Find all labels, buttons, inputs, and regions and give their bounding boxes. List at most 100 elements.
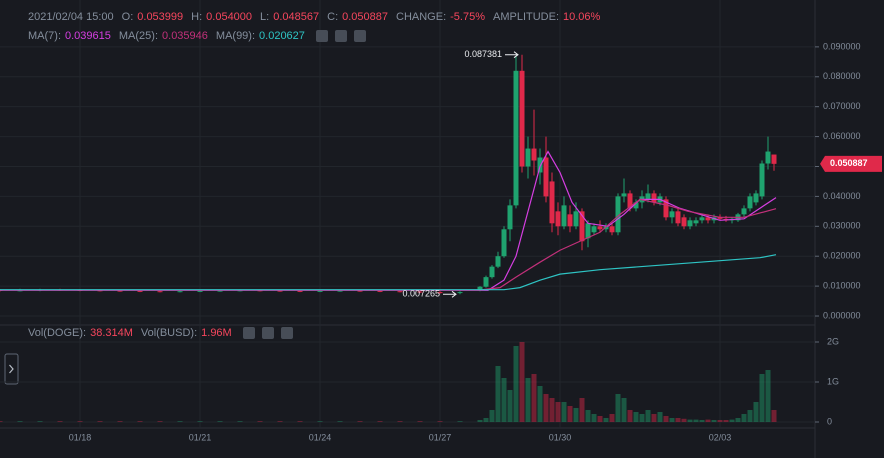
volume-bar [257,421,263,422]
candle-body [297,290,303,292]
candle-body [705,217,711,221]
volume-bar [483,418,489,422]
volume-label: Vol(BUSD): [140,327,198,339]
candle-body [621,193,627,197]
candle-body [759,163,765,197]
volume-bar [705,419,711,422]
candle-body [501,229,507,257]
volume-bar [377,421,383,422]
candle-body [597,226,603,230]
volume-bar [501,378,507,422]
info-value: 0.053999 [137,11,184,23]
x-tick-label: 01/21 [189,432,212,442]
min-arrow [443,290,457,298]
candle-body [693,220,699,224]
candle-body [609,226,615,233]
volume-bar [729,419,735,422]
max-label: 0.087381 [464,49,502,59]
x-tick-label: 01/24 [309,432,332,442]
volume-bar [543,394,549,422]
info-value: 0.054000 [206,11,253,23]
x-tick-label: 01/27 [429,432,452,442]
info-row: 2021/02/04 15:00 O: 0.053999 H: 0.054000 L: 0… [28,11,604,23]
candle-body [357,290,363,292]
volume-bar [519,342,525,422]
candle-body [627,193,633,209]
y-tick-label: 0 [827,416,832,426]
volume-bar [337,421,343,422]
candle-body [573,211,579,227]
volume-bar [537,386,543,422]
volume-bar [17,421,23,422]
volume-bar [741,414,747,422]
volume-bar [489,410,495,422]
candle-body [753,193,759,203]
settings-icon[interactable] [261,327,274,339]
y-tick-label: 0.040000 [823,191,861,201]
ma-row: MA(7): 0.039615 MA(25): 0.035946 MA(99): 0.02… [28,30,366,42]
volume-bar [525,378,531,422]
volume-bar [603,418,609,422]
close-icon[interactable] [353,30,366,42]
candle-body [663,199,669,218]
volume-bar [765,370,771,422]
info-value: 10.06% [563,11,601,23]
volume-bar [753,402,759,422]
candle-body [549,181,555,224]
y-tick-label: 0.020000 [823,251,861,261]
y-tick-label: 0.070000 [823,101,861,111]
candle-body [457,292,463,294]
volume-bar [621,398,627,422]
volume-bar [579,398,585,422]
info-label: CHANGE: [396,11,447,23]
candle-body [615,196,621,233]
candle-body [531,148,537,161]
info-value: 0.050887 [342,11,389,23]
candle-body [645,193,651,200]
candle-body [525,148,531,167]
y-tick-label: 0.060000 [823,131,861,141]
panel-toggle[interactable] [4,353,19,385]
candle-body [669,211,675,218]
toggle-box[interactable] [4,353,19,385]
volume-bar [747,410,753,422]
volume-bar [627,410,633,422]
candle-body [747,196,753,209]
close-icon[interactable] [280,327,293,339]
ma-value: 0.020627 [259,30,305,42]
volume-bar [657,412,663,422]
max-arrow [505,51,519,59]
candle-body [603,226,609,230]
volume-bar [513,346,519,422]
candle-body [651,193,657,203]
volume-bar [771,410,777,422]
volume-bar [693,419,699,422]
volume-bar [237,421,243,422]
volume-bar [437,421,443,422]
volume-bar [137,421,143,422]
y-tick-label: 0.010000 [823,280,861,290]
toggle-arrow [9,364,14,374]
price-tag-label: 0.050887 [830,158,868,168]
settings-icon[interactable] [334,30,347,42]
volume-bar [735,418,741,422]
candle-body [765,151,771,164]
candle-body [437,292,443,294]
candle-body [417,291,423,293]
volume-bar [639,414,645,422]
candle-body [591,226,597,233]
candle-body [561,205,567,227]
volume-label: Vol(DOGE): [28,327,87,339]
volume-bar [457,421,463,422]
candle-body [717,217,723,219]
eye-icon[interactable] [242,327,255,339]
volume-bar [549,398,555,422]
volume-bar [477,420,483,422]
eye-icon[interactable] [315,30,328,42]
volume-bar [97,421,103,422]
info-label: L: [260,11,270,23]
candle-body [337,290,343,292]
y-tick-label: 0.030000 [823,221,861,231]
volume-bar [0,421,3,422]
candle-body [675,211,681,224]
